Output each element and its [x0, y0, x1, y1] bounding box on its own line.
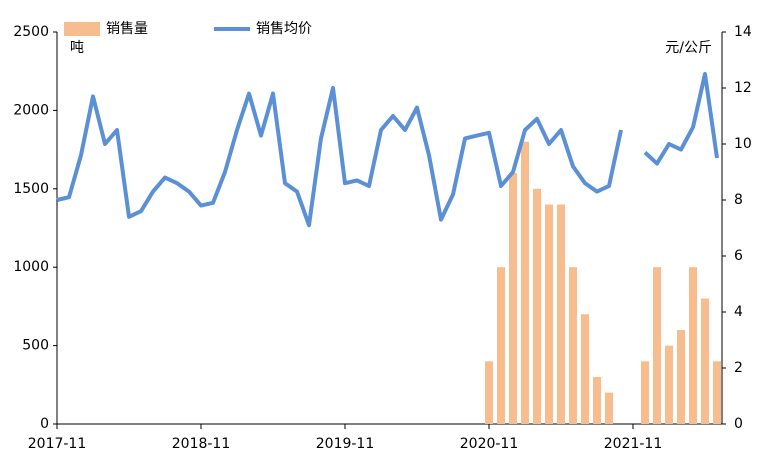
y2-tick-label: 14	[734, 24, 752, 40]
bar	[689, 267, 697, 424]
bar	[665, 345, 673, 424]
y2-tick-label: 6	[734, 248, 743, 264]
y-tick-label: 1000	[13, 259, 49, 275]
y2-axis-label: 元/公斤	[665, 40, 712, 56]
bar	[533, 188, 541, 424]
y-tick-label: 2000	[13, 102, 49, 118]
y-tick-label: 0	[40, 416, 49, 432]
y2-tick-label: 8	[734, 192, 743, 208]
y2-tick-label: 0	[734, 416, 743, 432]
y-tick-label: 1500	[13, 181, 49, 197]
x-tick-label: 2021-11	[604, 436, 663, 452]
legend-label: 销售均价	[256, 21, 312, 37]
y2-tick-label: 10	[734, 136, 752, 152]
y2-tick-label: 12	[734, 80, 752, 96]
bar	[545, 204, 553, 424]
x-tick-label: 2017-11	[28, 436, 87, 452]
y-tick-label: 500	[22, 338, 49, 354]
x-tick-label: 2020-11	[460, 436, 519, 452]
bar	[581, 314, 589, 424]
y2-tick-label: 4	[734, 304, 743, 320]
y2-tick-label: 2	[734, 360, 743, 376]
bar	[677, 329, 685, 424]
bar	[557, 204, 565, 424]
x-tick-label: 2018-11	[172, 436, 231, 452]
bar	[497, 267, 505, 424]
legend-label: 销售量	[106, 21, 148, 37]
legend-swatch	[64, 22, 100, 36]
bar	[701, 298, 709, 424]
bar	[713, 361, 721, 424]
bar	[605, 392, 613, 424]
bar	[509, 173, 517, 424]
bar	[569, 267, 577, 424]
y-tick-label: 2500	[13, 24, 49, 40]
bar	[653, 267, 661, 424]
y-axis-label: 吨	[70, 40, 84, 56]
bar	[593, 376, 601, 424]
line	[56, 72, 719, 228]
bar	[641, 361, 649, 424]
bar	[521, 141, 529, 424]
bar	[485, 361, 493, 424]
x-tick-label: 2019-11	[316, 436, 375, 452]
